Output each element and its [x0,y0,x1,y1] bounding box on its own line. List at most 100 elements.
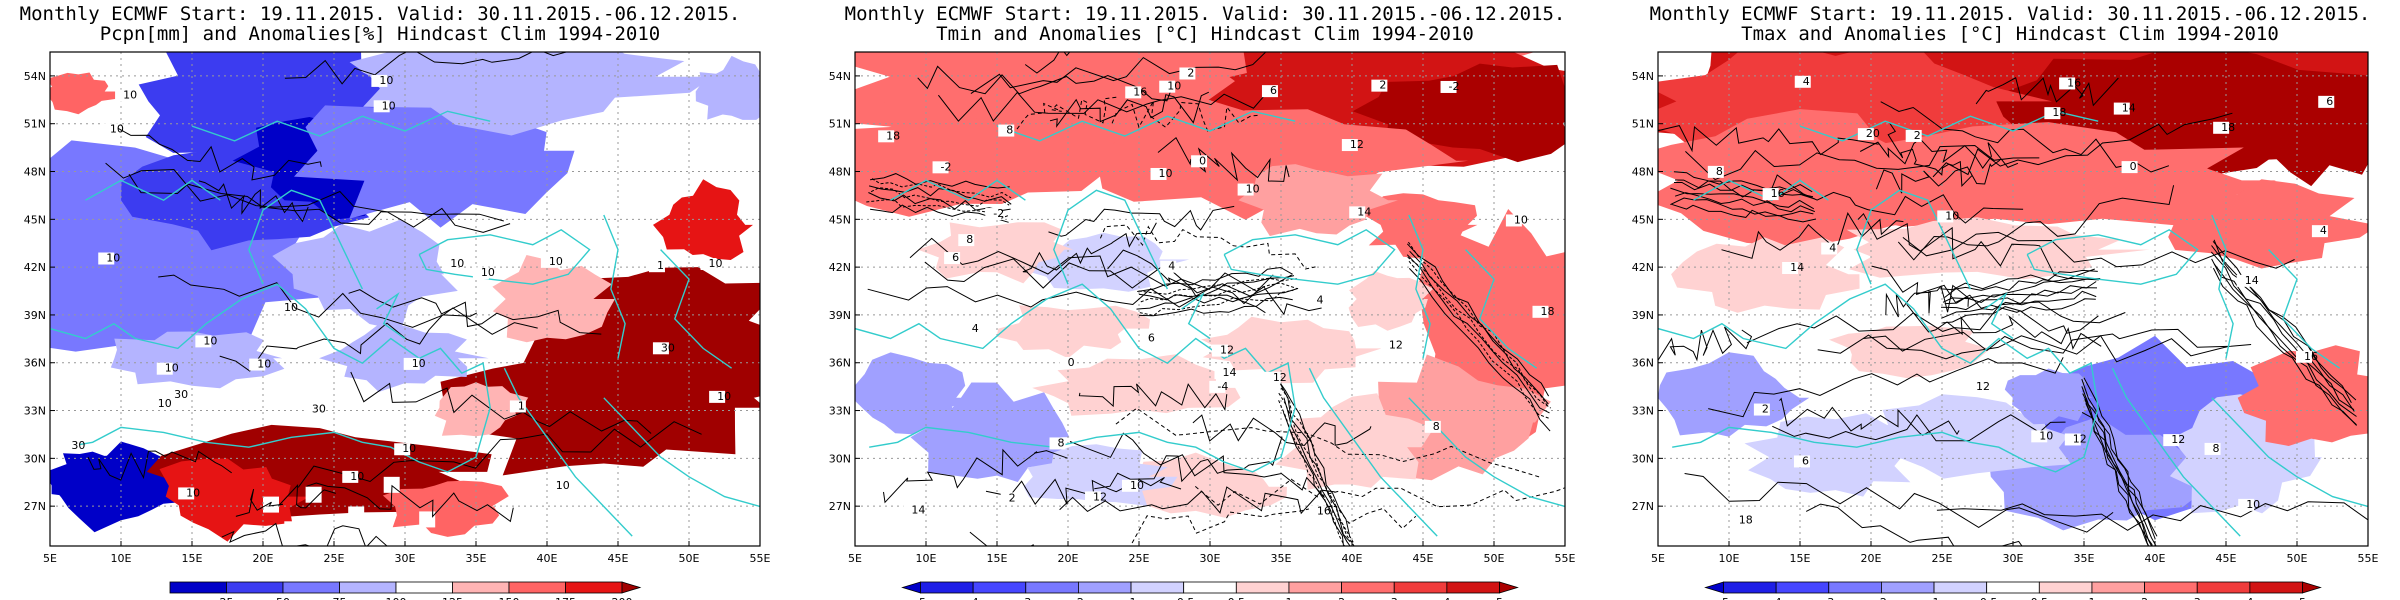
contour-label: 16 [2067,76,2081,89]
contour-label-bg [2204,442,2221,455]
contour-line [1138,275,1295,301]
contour-label-bg [403,357,420,370]
contour-label-bg [2238,498,2255,511]
colorbar-label: 150 [499,596,520,600]
contour-label: 10 [186,486,200,499]
contour-line [1941,290,2097,319]
contour-label: 6 [2326,95,2333,108]
lon-tick-label: 15E [1790,552,1811,565]
contour-label: 2 [1379,79,1386,92]
contour-line [158,274,538,335]
lat-tick-label: 54N [1632,70,1654,83]
colorbar-label: 1 [2088,596,2095,600]
colorbar-swatch [1078,581,1132,594]
coastline [2211,397,2368,508]
contour-label: -4 [1217,380,1228,393]
contour-label: 4 [1317,293,1324,306]
contour-label-bg [1440,80,1457,93]
contour-label-bg [2059,77,2076,90]
contour-label: 12 [2073,432,2087,445]
coastline [503,367,633,537]
colorbar-swatch [395,581,453,594]
colorbar: 25 50 75 100 125 150 175 200 [169,581,642,600]
contour-label-bg [1753,403,1770,416]
contour-label: -2 [1449,80,1460,93]
lat-tick-label: 39N [1632,309,1654,322]
anomaly-region [1201,316,1382,384]
colorbar-label: 25 [220,596,234,600]
contour-label: 14 [1222,366,1236,379]
coastline [855,283,1296,473]
contour-line [1016,96,1119,130]
lon-tick-label: 40E [1342,552,1363,565]
lat-tick-label: 45N [829,213,851,226]
anomaly-region [159,458,310,542]
contour-label: 10 [556,479,570,492]
contour-label-bg [1308,505,1325,518]
colorbar-swatch [1288,581,1342,594]
contour-label-bg [1532,305,1549,318]
colorbar-swatch [2144,581,2198,594]
contour-label: 4 [1829,241,1836,254]
contour-label-bg [1150,167,1167,180]
contour-label-bg [1821,242,1838,255]
lon-tick-label: 50E [2287,552,2308,565]
contour-label-bg [2064,433,2081,446]
colorbar-swatch [1235,581,1290,594]
lon-tick-label: 55E [2358,552,2379,565]
lon-tick-label: 55E [1555,552,1576,565]
contour-label-bg [1707,165,1724,178]
contour-line [1094,436,1283,490]
contour-label-bg [1380,339,1397,352]
lon-tick-label: 50E [1484,552,1505,565]
coastline [85,179,221,202]
contour-line [1049,91,1210,128]
lat-tick-label: 54N [24,70,46,83]
contour-label: 0 [2130,160,2137,173]
contour-label: 10 [158,397,172,410]
contour-line [1685,144,2040,181]
contour-label: 10 [123,89,137,102]
contour-label-bg [2236,274,2253,287]
coastline [1181,292,1211,340]
contour-label: 6 [952,251,959,264]
contour-label: 12 [1350,138,1364,151]
contour-label-bg [903,504,920,517]
contour-label: 10 [402,442,416,455]
lat-tick-label: 33N [24,405,46,418]
lat-tick-label: 48N [24,166,46,179]
contour-line [2084,399,2150,546]
contour-label-bg [1139,332,1156,345]
colorbar-label: -4 [968,596,979,600]
colorbar-label: -4 [1771,596,1782,600]
contour-label-bg [1349,206,1366,219]
colorbar-swatch [508,581,566,594]
contour-line [1107,249,1322,316]
anomaly-region [272,219,458,331]
contour-label-bg [63,440,80,453]
panel-title-line1: Monthly ECMWF Start: 19.11.2015. Valid: … [1650,3,2371,25]
lat-tick-label: 27N [829,500,851,513]
contour-line [1137,266,1293,292]
lat-tick-label: 42N [1632,261,1654,274]
colorbar-swatch [1183,581,1237,594]
contour-line [1279,382,1351,538]
contour-label: 18 [2221,121,2235,134]
contour-line [1140,282,1298,303]
data-gap-cell [305,486,322,503]
contour-line [1115,407,1543,479]
anomaly-region [1798,122,2276,227]
anomaly-region [695,55,760,120]
contour-line [1857,212,2095,280]
contour-label: 4 [1168,260,1175,273]
contour-line [350,371,652,434]
contour-label-bg [1937,210,1954,223]
contour-label-bg [1762,188,1779,201]
lon-tick-label: 30E [2003,552,2024,565]
colorbar-label: -5 [1718,596,1729,600]
contour-label: 14 [2245,274,2259,287]
contour-label-bg [275,302,292,315]
colorbar-label: 2 [1338,596,1345,600]
